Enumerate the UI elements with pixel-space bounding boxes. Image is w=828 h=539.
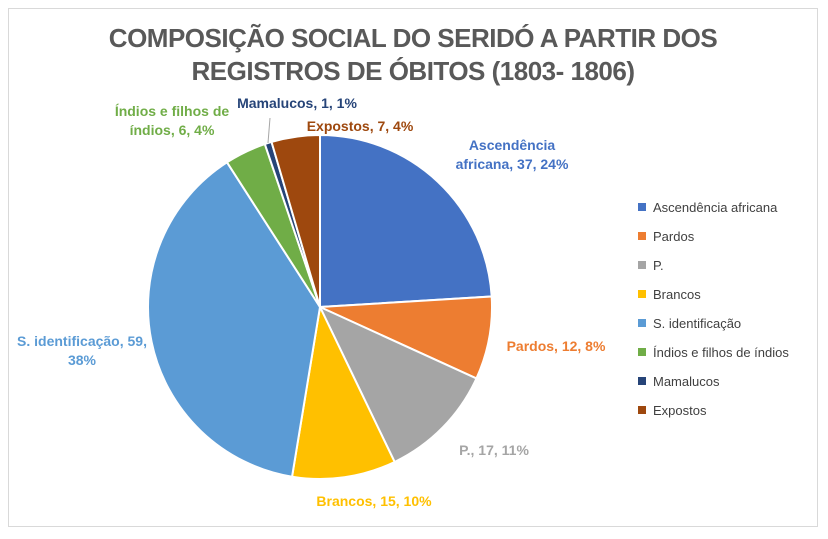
data-label-5: Índios e filhos de índios, 6, 4% [115,103,230,138]
data-label-2: P., 17, 11% [459,442,529,458]
legend-swatch-2 [638,261,646,269]
chart-title: COMPOSIÇÃO SOCIAL DO SERIDÓ A PARTIR DOS… [8,22,818,88]
legend-swatch-6 [638,377,646,385]
legend-swatch-5 [638,348,646,356]
pie-slice-3 [290,303,396,480]
chart-title-line-1: COMPOSIÇÃO SOCIAL DO SERIDÓ A PARTIR DOS [108,23,718,53]
legend-label-6: Mamalucos [653,374,720,389]
legend-label-2: P. [653,258,664,273]
pie-slice-2 [317,304,478,464]
legend-label-4: S. identificação [653,316,741,331]
pie-slice-7 [270,133,321,308]
pie-slices [147,133,494,480]
pie-slice-0 [319,133,493,309]
legend-swatch-0 [638,203,646,211]
legend-label-5: Índios e filhos de índios [653,345,789,360]
legend-swatch-1 [638,232,646,240]
legend-label-1: Pardos [653,229,695,244]
data-labels: Ascendência africana, 37, 24% Pardos, 12, … [17,95,606,509]
data-label-3: Brancos, 15, 10% [316,493,432,509]
data-label-7: Expostos, 7, 4% [307,118,414,134]
legend-swatch-4 [638,319,646,327]
chart-title-line-2: REGISTROS DE ÓBITOS (1803- 1806) [191,56,636,86]
legend-label-0: Ascendência africana [653,200,778,215]
legend-swatch-7 [638,406,646,414]
data-label-6: Mamalucos, 1, 1% [237,95,357,111]
legend-label-3: Brancos [653,287,701,302]
legend-label-7: Expostos [653,403,707,418]
legend-swatch-3 [638,290,646,298]
data-label-0: Ascendência africana, 37, 24% [456,137,569,172]
leader-line [267,117,271,144]
legend: Ascendência africana Pardos P. Brancos S. id… [638,200,789,418]
data-label-1: Pardos, 12, 8% [507,338,606,354]
data-label-4: S. identificação, 59, 38% [17,333,147,368]
